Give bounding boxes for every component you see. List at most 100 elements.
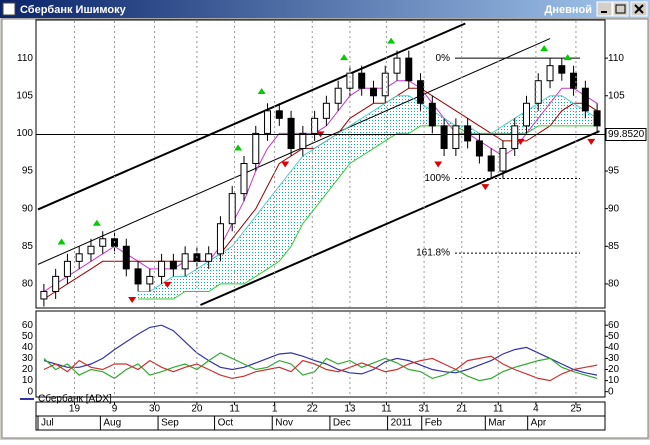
- signal-arrow: [163, 281, 172, 288]
- y-tick-label-right: 50: [608, 331, 620, 342]
- x-tick-label: 11: [381, 404, 392, 415]
- app-icon: [2, 2, 16, 16]
- y-tick-label: 105: [16, 90, 33, 101]
- signal-arrow: [128, 296, 137, 303]
- x-tick-label: 20: [191, 404, 203, 415]
- signal-arrow: [434, 161, 443, 168]
- y-tick-label: 20: [22, 364, 34, 375]
- fib-label: 161.8%: [416, 248, 450, 259]
- candle-body: [146, 275, 154, 285]
- x-tick-label: 1: [272, 404, 278, 415]
- candle-body: [322, 102, 330, 119]
- trend-line: [37, 22, 466, 211]
- signal-arrow: [234, 144, 243, 151]
- candle-body: [334, 87, 342, 104]
- adx-line: [43, 324, 598, 376]
- x-tick-label: 21: [456, 404, 468, 415]
- indicator-line: [138, 125, 598, 300]
- candle-body: [122, 245, 130, 270]
- y-tick-label-right: 85: [608, 241, 620, 252]
- candle-body: [158, 260, 166, 277]
- x-tick-label: 4: [533, 404, 539, 415]
- month-label: Sep: [161, 418, 179, 429]
- signal-arrow: [587, 138, 596, 145]
- y-tick-label-right: 95: [608, 166, 620, 177]
- fib-label: 100%: [424, 173, 450, 184]
- price-plot: 0% 100% 161.8%: [37, 22, 601, 307]
- y-tick-label: 110: [17, 53, 33, 64]
- candle-body: [287, 117, 295, 149]
- candle-body: [534, 80, 542, 104]
- y-tick-label: 100: [16, 128, 33, 139]
- candle-body: [393, 57, 401, 74]
- adx-plot: [43, 324, 598, 382]
- candle-body: [52, 275, 60, 292]
- maximize-button[interactable]: [612, 1, 629, 17]
- month-label: Jul: [41, 418, 54, 429]
- candle-body: [487, 155, 495, 172]
- signal-arrow: [516, 138, 525, 145]
- month-label: Feb: [425, 418, 443, 429]
- candle-body: [40, 290, 48, 300]
- month-label: Apr: [531, 418, 547, 429]
- month-label: Mar: [488, 418, 506, 429]
- y-tick-label: 10: [22, 375, 34, 386]
- candle-body: [558, 65, 566, 74]
- y-tick-label: 60: [22, 320, 34, 331]
- signal-arrow: [340, 54, 349, 61]
- y-tick-label-right: 20: [608, 364, 620, 375]
- y-tick-label-right: 90: [608, 203, 620, 214]
- maximize-icon: [615, 4, 626, 14]
- candle-body: [593, 110, 601, 127]
- y-tick-label: 90: [22, 203, 34, 214]
- candle-body: [228, 193, 236, 225]
- candle-body: [570, 72, 578, 89]
- signal-arrow: [563, 54, 572, 61]
- y-tick-label: 85: [22, 241, 34, 252]
- y-tick-label-right: 0: [608, 386, 614, 397]
- window-buttons[interactable]: [596, 1, 648, 17]
- candle-body: [264, 110, 272, 134]
- candle-body: [181, 253, 189, 270]
- month-label: Aug: [103, 418, 121, 429]
- candle-body: [381, 72, 389, 97]
- timeframe: Дневной: [545, 4, 593, 16]
- y-tick-label: 80: [22, 279, 34, 290]
- x-tick-label: 13: [344, 404, 356, 415]
- x-tick-label: 11: [493, 404, 504, 415]
- fib-label: 0%: [436, 53, 451, 64]
- trend-line: [200, 130, 600, 306]
- candle-body: [346, 72, 354, 89]
- y-tick-label-right: 105: [608, 90, 625, 101]
- last-price-label: 99.8520: [608, 129, 645, 140]
- x-tick-label: 31: [419, 404, 431, 415]
- legend-label: Сбербанк [ADX]: [38, 393, 112, 405]
- candle-body: [169, 260, 177, 270]
- candle-body: [405, 57, 413, 82]
- candle-body: [75, 253, 83, 262]
- x-tick-label: 19: [69, 404, 81, 415]
- candle-body: [63, 260, 71, 277]
- y-tick-label: 95: [22, 166, 34, 177]
- candle-body: [87, 245, 95, 255]
- candle-body: [252, 132, 260, 164]
- close-icon: [634, 4, 644, 14]
- candle-body: [452, 125, 460, 149]
- x-tick-label: 11: [229, 404, 240, 415]
- candle-body: [475, 140, 483, 157]
- signal-arrow: [281, 161, 290, 168]
- indicator-line: [138, 95, 598, 292]
- month-label: 2011: [391, 418, 413, 429]
- candle-body: [440, 125, 448, 149]
- candle-body: [581, 87, 589, 112]
- minimize-button[interactable]: [596, 1, 613, 17]
- candle-body: [464, 125, 472, 142]
- month-label: Oct: [218, 418, 234, 429]
- month-label: Dec: [333, 418, 351, 429]
- y-tick-label: 40: [22, 342, 34, 353]
- signal-arrow: [540, 45, 549, 52]
- candle-body: [522, 102, 530, 127]
- window-title: Сбербанк Ишимоку: [20, 4, 127, 16]
